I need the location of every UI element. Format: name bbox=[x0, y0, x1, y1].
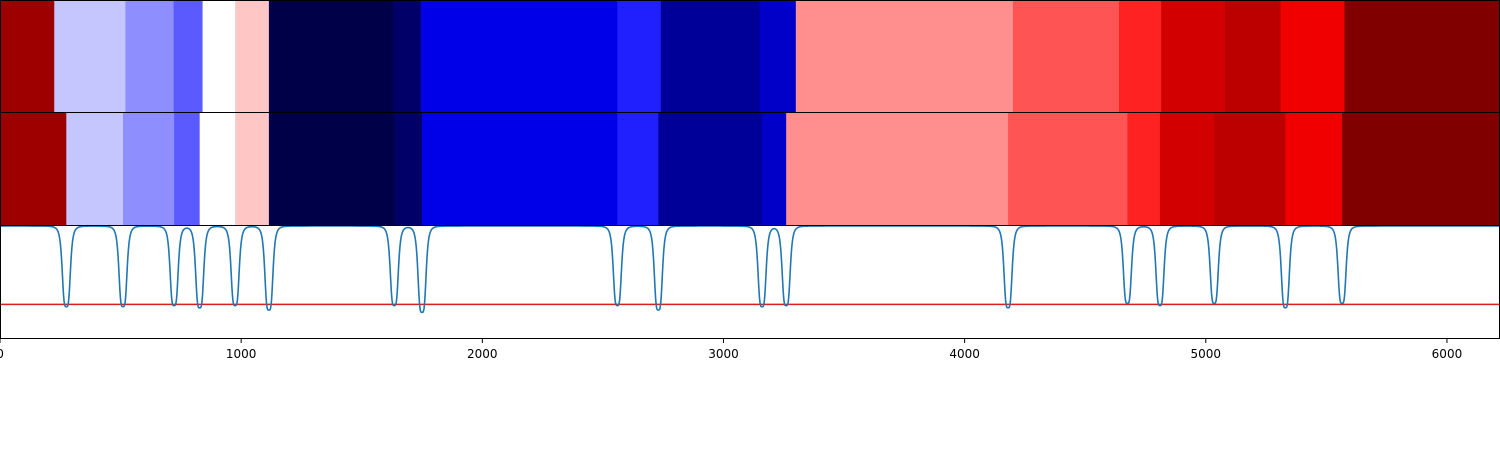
top-segment bbox=[1161, 1, 1226, 112]
bottom-segment bbox=[235, 113, 270, 225]
top-segment bbox=[202, 1, 236, 112]
top-segment bbox=[1225, 1, 1282, 112]
bottom-segment bbox=[0, 113, 67, 225]
bottom-segment bbox=[122, 113, 175, 225]
top-segment bbox=[235, 1, 270, 112]
top-segment bbox=[393, 1, 422, 112]
bottom-segment bbox=[786, 113, 1009, 225]
bottom-segment bbox=[762, 113, 787, 225]
top-segment bbox=[660, 1, 761, 112]
top-segment bbox=[617, 1, 662, 112]
bottom-segment bbox=[1214, 113, 1286, 225]
x-tick-label: 4000 bbox=[949, 347, 980, 361]
bottom-segment bbox=[199, 113, 236, 225]
bottom-segment bbox=[1008, 113, 1128, 225]
top-segment bbox=[268, 1, 394, 112]
top-segment bbox=[420, 1, 618, 112]
signal-panel-frame bbox=[0, 225, 1500, 339]
bottom-segment bbox=[658, 113, 763, 225]
bottom-segment bbox=[1127, 113, 1161, 225]
top-segment bbox=[1118, 1, 1162, 112]
top-segment bbox=[1344, 1, 1500, 112]
top-segment bbox=[173, 1, 204, 112]
bottom-segment bbox=[1285, 113, 1343, 225]
x-tick-label: 1000 bbox=[226, 347, 257, 361]
bottom-segment bbox=[1159, 113, 1215, 225]
top-segment bbox=[54, 1, 126, 112]
top-segment bbox=[125, 1, 175, 112]
signal-line bbox=[0, 225, 1500, 314]
bottom-segment bbox=[174, 113, 201, 225]
bottom-segment bbox=[617, 113, 659, 225]
bottom-segmentation-band bbox=[0, 113, 1500, 225]
x-tick-label: 5000 bbox=[1191, 347, 1222, 361]
top-segment bbox=[1012, 1, 1120, 112]
x-tick-label: 3000 bbox=[708, 347, 739, 361]
bottom-segment bbox=[66, 113, 124, 225]
x-tick-label: 2000 bbox=[467, 347, 498, 361]
top-segment bbox=[759, 1, 797, 112]
bottom-segment bbox=[394, 113, 423, 225]
top-segment bbox=[1280, 1, 1345, 112]
x-tick-label: 0 bbox=[0, 347, 4, 361]
top-segment bbox=[795, 1, 1014, 112]
x-axis: 0 1000 2000 3000 4000 5000 6000 bbox=[0, 338, 1462, 361]
top-segmentation-band bbox=[0, 1, 1500, 112]
bottom-segment bbox=[1342, 113, 1500, 225]
bottom-segment bbox=[422, 113, 618, 225]
boundary-signal-panel bbox=[0, 225, 1500, 314]
x-tick-label: 6000 bbox=[1432, 347, 1463, 361]
bottom-segment bbox=[268, 113, 395, 225]
top-segment bbox=[0, 1, 55, 112]
